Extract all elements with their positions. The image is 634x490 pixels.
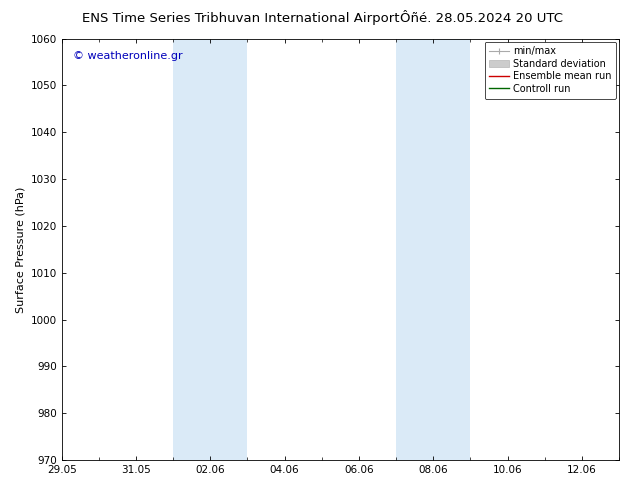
Text: ENS Time Series Tribhuvan International Airport: ENS Time Series Tribhuvan International …: [82, 12, 399, 25]
Bar: [396, 39, 470, 460]
Bar: [173, 39, 247, 460]
Y-axis label: Surface Pressure (hPa): Surface Pressure (hPa): [15, 186, 25, 313]
Legend: min/max, Standard deviation, Ensemble mean run, Controll run: min/max, Standard deviation, Ensemble me…: [484, 42, 616, 98]
Text: © weatheronline.gr: © weatheronline.gr: [73, 51, 183, 61]
Text: Ôñé. 28.05.2024 20 UTC: Ôñé. 28.05.2024 20 UTC: [400, 12, 564, 25]
